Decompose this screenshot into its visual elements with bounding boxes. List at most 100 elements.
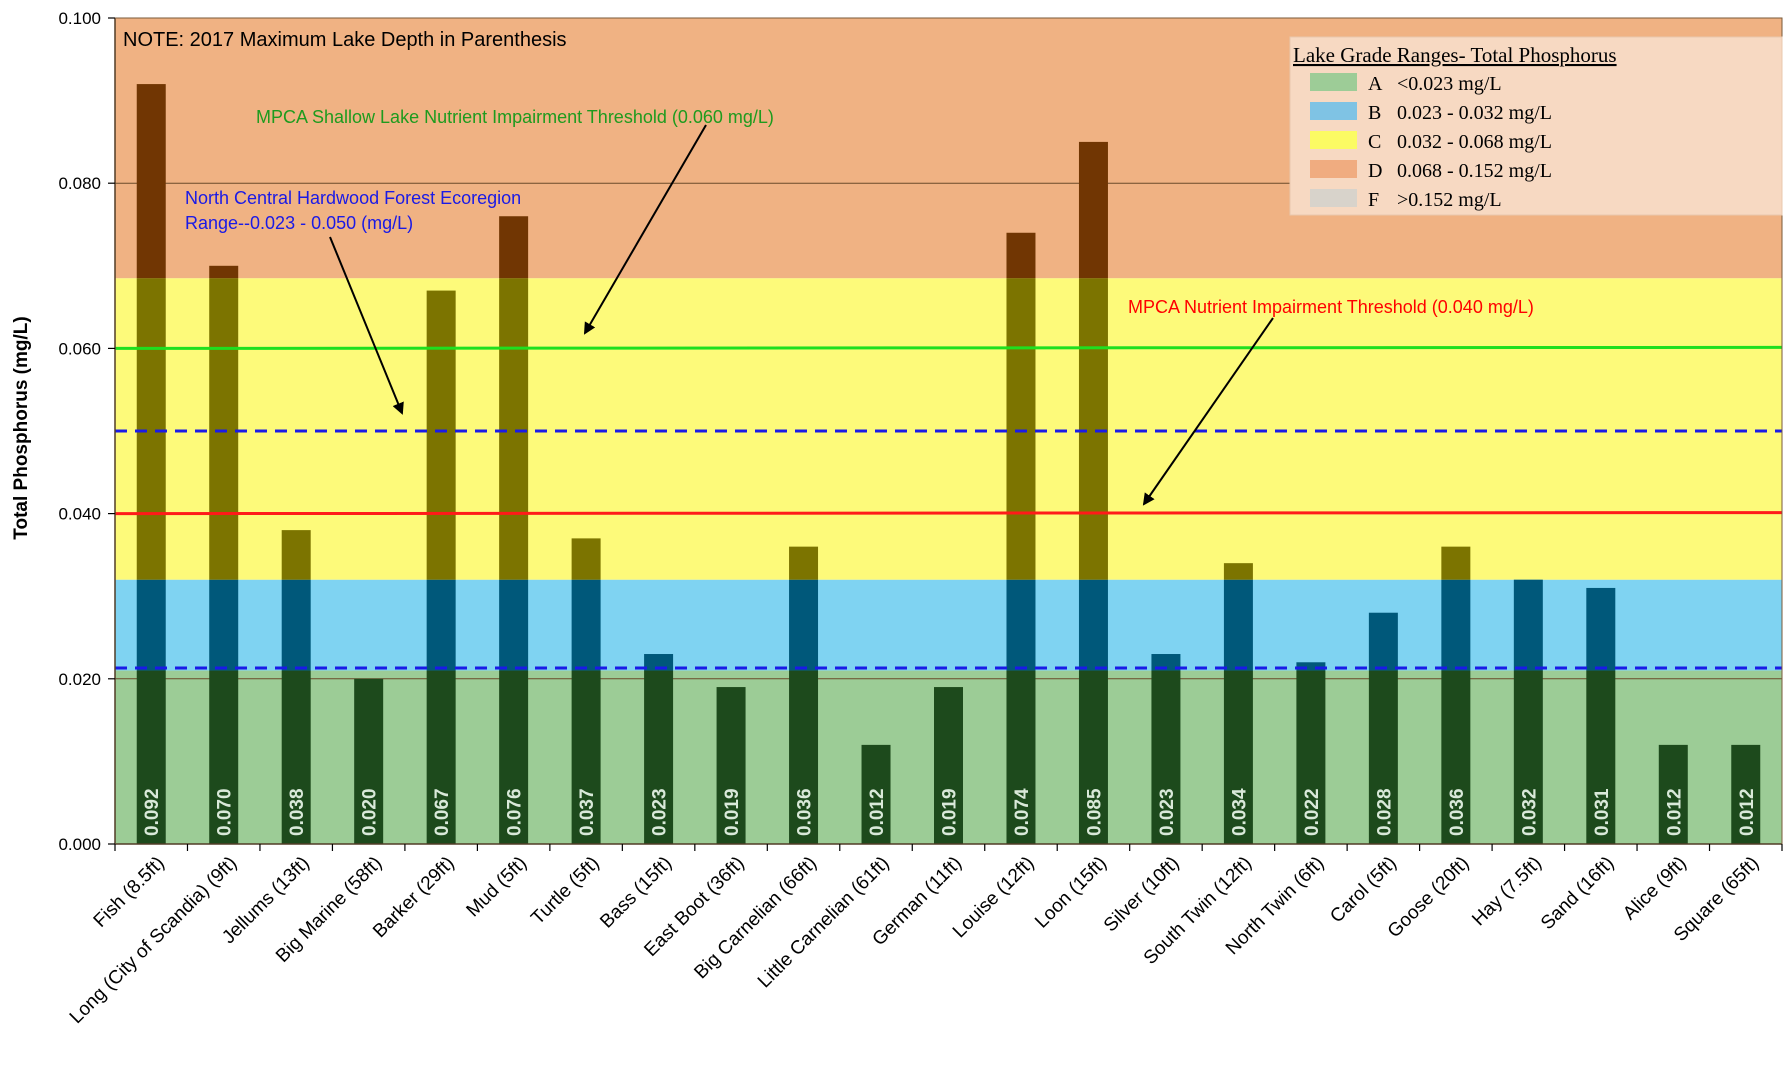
bar-value-label: 0.092 bbox=[142, 788, 163, 836]
bar bbox=[1368, 612, 1398, 844]
bar bbox=[1586, 587, 1616, 844]
impairment-threshold-label: MPCA Nutrient Impairment Threshold (0.04… bbox=[1128, 297, 1534, 317]
bar-segment bbox=[209, 670, 239, 844]
bar-segment bbox=[1223, 579, 1253, 671]
legend-range-b: 0.023 - 0.032 mg/L bbox=[1397, 102, 1552, 124]
bar-segment bbox=[1078, 670, 1108, 844]
axes bbox=[108, 17, 1783, 851]
bar-value-label: 0.070 bbox=[215, 788, 236, 836]
shallow-threshold-label: MPCA Shallow Lake Nutrient Impairment Th… bbox=[256, 107, 774, 127]
bar-segment bbox=[1731, 744, 1761, 844]
bar bbox=[789, 546, 819, 844]
bar-value-label: 0.038 bbox=[287, 788, 308, 836]
legend-grade-b: B bbox=[1368, 102, 1381, 124]
x-tick-label: Mud (5ft) bbox=[463, 853, 532, 922]
bar-value-label: 0.012 bbox=[867, 788, 888, 836]
x-tick-label: Turtle (5ft) bbox=[527, 853, 603, 929]
bar bbox=[1658, 744, 1688, 844]
bar bbox=[571, 538, 601, 844]
bar-segment bbox=[499, 278, 529, 580]
bar-value-label: 0.036 bbox=[795, 788, 816, 836]
band-grade-b bbox=[115, 579, 1782, 671]
bar-segment bbox=[789, 579, 819, 671]
bar-value-label: 0.023 bbox=[1157, 788, 1178, 836]
impairment-threshold-arrow bbox=[1142, 317, 1274, 506]
band-grade-c bbox=[115, 278, 1782, 580]
bar bbox=[354, 678, 384, 844]
bar-value-label: 0.036 bbox=[1447, 788, 1468, 836]
bar-segment bbox=[499, 579, 529, 671]
legend-range-a: <0.023 mg/L bbox=[1397, 73, 1502, 95]
bar-value-label: 0.031 bbox=[1592, 788, 1613, 836]
x-tick-label: Hay (7.5ft) bbox=[1468, 853, 1546, 931]
y-tick-label: 0.060 bbox=[58, 339, 101, 358]
bar-value-label: 0.028 bbox=[1374, 788, 1395, 836]
note-text: NOTE: 2017 Maximum Lake Depth in Parenth… bbox=[123, 29, 567, 51]
y-tick-labels: 0.000 0.020 0.040 0.060 0.080 0.100 bbox=[58, 9, 101, 854]
bar-segment bbox=[571, 579, 601, 671]
threshold-line bbox=[114, 345, 1783, 350]
bar-segment bbox=[281, 579, 311, 671]
bar-segment bbox=[1296, 662, 1326, 671]
x-tick-labels: Fish (8.5ft)Long (City of Scandia) (9ft)… bbox=[66, 853, 1763, 1028]
bar bbox=[644, 654, 674, 844]
bar-segment bbox=[426, 579, 456, 671]
bar-segment bbox=[499, 670, 529, 844]
y-axis-title: Total Phosphorus (mg/L) bbox=[11, 316, 32, 539]
bar-segment bbox=[1586, 587, 1616, 671]
bar-segment bbox=[1078, 141, 1108, 279]
x-tick-label: Bass (15ft) bbox=[596, 853, 676, 933]
plot-border bbox=[114, 17, 1783, 845]
bar-value-label: 0.032 bbox=[1519, 788, 1540, 836]
x-tick-label: Loon (15ft) bbox=[1031, 853, 1111, 933]
bar-segment bbox=[861, 744, 891, 844]
bar-segment bbox=[1006, 278, 1036, 580]
bar-segment bbox=[136, 579, 166, 671]
bar-segment bbox=[426, 670, 456, 844]
bar bbox=[934, 687, 963, 844]
bar-segment bbox=[209, 278, 239, 580]
bar-value-label: 0.012 bbox=[1664, 788, 1685, 836]
x-tick-label: Little Carnelian (61ft) bbox=[754, 853, 894, 993]
bar-value-label: 0.076 bbox=[505, 788, 526, 836]
legend-grade-d: D bbox=[1368, 160, 1382, 182]
bar-value-label: 0.085 bbox=[1084, 788, 1105, 836]
y-tick-label: 0.080 bbox=[58, 174, 101, 193]
legend-box bbox=[1289, 36, 1783, 216]
threshold-line bbox=[114, 511, 1783, 516]
bar bbox=[1296, 662, 1326, 844]
bar bbox=[209, 265, 239, 844]
bar bbox=[716, 687, 746, 844]
bar-segment bbox=[1078, 579, 1108, 671]
bar-segment bbox=[136, 278, 166, 580]
bar-segment bbox=[644, 670, 674, 844]
bar-segment bbox=[934, 687, 963, 844]
bar-segment bbox=[499, 216, 529, 279]
bar-segment bbox=[644, 654, 674, 671]
y-tick-label: 0.100 bbox=[58, 9, 101, 28]
bar bbox=[1441, 546, 1471, 844]
bar-segment bbox=[1151, 654, 1181, 671]
bar-segment bbox=[1078, 278, 1108, 580]
bar-segment bbox=[1223, 670, 1253, 844]
bar bbox=[1223, 563, 1253, 844]
x-tick-label: Alice (9ft) bbox=[1619, 853, 1691, 925]
bar-segment bbox=[1006, 232, 1036, 279]
bar bbox=[136, 84, 166, 844]
legend: Lake Grade Ranges- Total Phosphorus A <0.… bbox=[1289, 36, 1783, 216]
legend-grade-f: F bbox=[1368, 189, 1379, 211]
ecoregion-label-line2: Range--0.023 - 0.050 (mg/L) bbox=[185, 213, 413, 233]
bar bbox=[499, 216, 529, 844]
shallow-threshold-arrow bbox=[583, 124, 707, 335]
x-tick-label: Carol (5ft) bbox=[1326, 853, 1401, 928]
bar-value-label: 0.019 bbox=[940, 788, 961, 836]
bar-value-label: 0.012 bbox=[1737, 788, 1758, 836]
bar-segment bbox=[571, 538, 601, 580]
y-tick-label: 0.000 bbox=[58, 835, 101, 854]
reference-lines bbox=[114, 345, 1783, 670]
legend-range-f: >0.152 mg/L bbox=[1397, 189, 1502, 211]
legend-swatch-c bbox=[1310, 131, 1357, 149]
legend-grade-c: C bbox=[1368, 131, 1381, 153]
bar-segment bbox=[1151, 670, 1181, 844]
bar-segment bbox=[1368, 670, 1398, 844]
